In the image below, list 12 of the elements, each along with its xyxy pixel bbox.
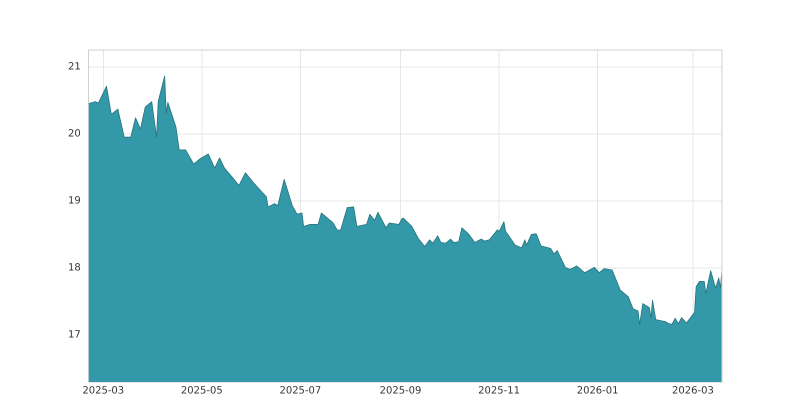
x-tick-label: 2026-01	[576, 386, 619, 397]
y-tick-label: 18	[68, 262, 81, 274]
x-tick-label: 2025-03	[82, 386, 124, 397]
x-tick-label: 2025-05	[180, 386, 223, 397]
x-tick-label: 2025-07	[279, 386, 322, 397]
x-tick-label: 2025-11	[478, 386, 520, 397]
y-tick-label: 20	[68, 128, 81, 140]
x-tick-label: 2025-09	[380, 386, 422, 397]
x-tick-label: 2026-03	[672, 386, 714, 397]
y-tick-label: 17	[68, 330, 81, 341]
y-tick-label: 19	[68, 196, 81, 207]
y-tick-label: 21	[68, 61, 81, 72]
